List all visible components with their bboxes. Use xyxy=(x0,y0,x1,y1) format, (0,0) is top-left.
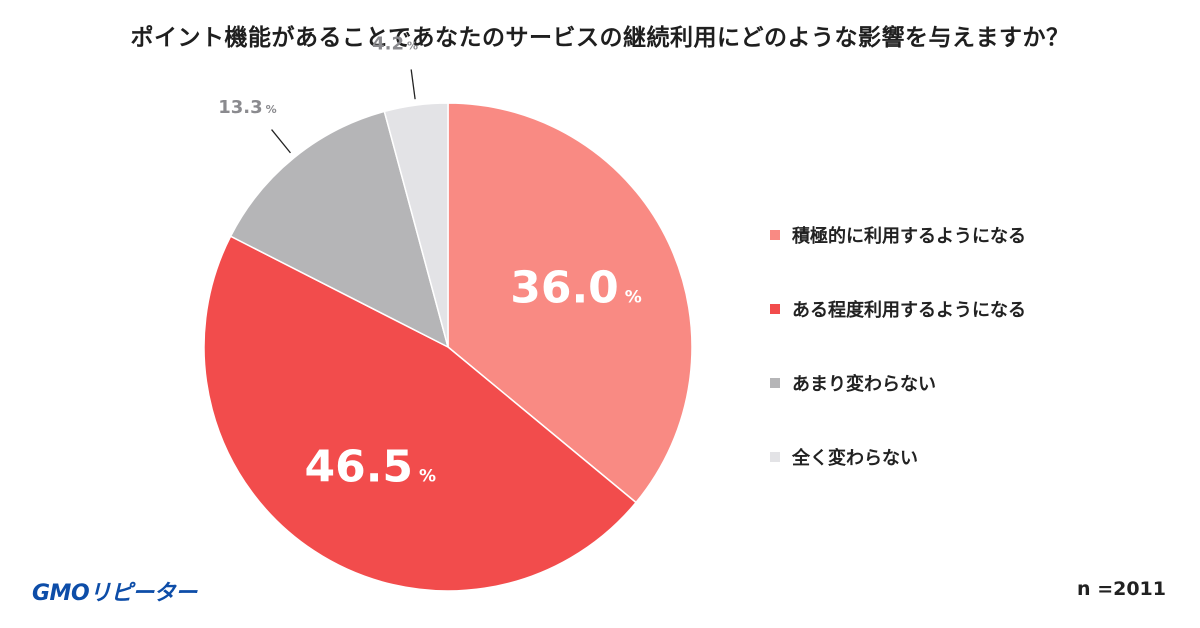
legend-swatch xyxy=(770,230,780,240)
legend-swatch xyxy=(770,304,780,314)
chart-title: ポイント機能があることであなたのサービスの継続利用にどのような影響を与えますか？ xyxy=(130,25,1070,51)
pie-slice xyxy=(447,102,693,504)
slice-value-label: 36.0% xyxy=(510,263,642,314)
legend-label: 積極的に利用するようになる xyxy=(792,226,1026,247)
legend-item-no-change: 全く変わらない xyxy=(770,420,1026,494)
sample-size-label: n =2011 xyxy=(1077,578,1166,600)
legend-label: 全く変わらない xyxy=(792,448,918,469)
legend-item-little-change: あまり変わらない xyxy=(770,346,1026,420)
pie-slice xyxy=(383,102,449,348)
slice-value-label: 46.5% xyxy=(304,441,436,492)
pie-slice xyxy=(229,110,450,349)
legend-label: あまり変わらない xyxy=(792,374,936,395)
legend: 積極的に利用するようになる ある程度利用するようになる あまり変わらない 全く変… xyxy=(770,198,1026,494)
legend-swatch xyxy=(770,452,780,462)
slice-value-label: 4.2% xyxy=(372,34,418,55)
legend-item-active-use: 積極的に利用するようになる xyxy=(770,198,1026,272)
legend-item-some-use: ある程度利用するようになる xyxy=(770,272,1026,346)
leader-line xyxy=(271,129,291,154)
legend-swatch xyxy=(770,378,780,388)
leader-line xyxy=(410,69,416,100)
company-logo: GMOリピーター xyxy=(32,581,197,606)
pie-slice xyxy=(203,235,638,592)
slice-value-label: 13.3% xyxy=(218,97,276,118)
legend-label: ある程度利用するようになる xyxy=(792,300,1026,321)
